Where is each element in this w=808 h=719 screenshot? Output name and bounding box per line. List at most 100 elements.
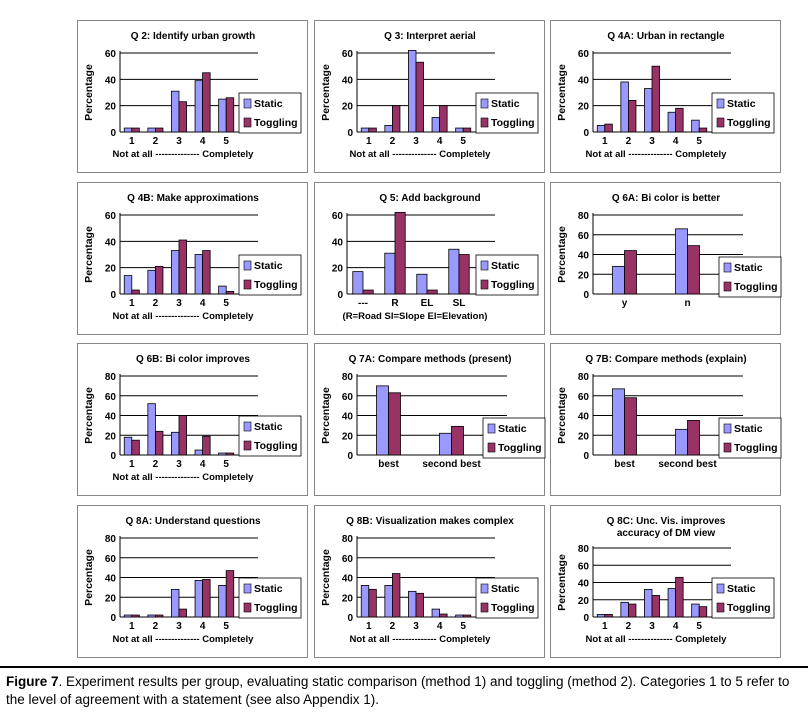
legend-swatch-toggling [243, 440, 252, 451]
x-axis-label: Not at all -------------- Completely [113, 634, 255, 645]
static-bar [691, 119, 700, 133]
legend-swatch-toggling [243, 279, 252, 290]
toggling-bar [202, 250, 211, 295]
legend-label-toggling: Toggling [254, 602, 298, 614]
x-tick-label: 4 [437, 621, 443, 632]
static-bar [123, 436, 133, 456]
toggling-bar [202, 72, 211, 133]
x-tick-label: 1 [129, 621, 135, 632]
y-tick-label: 40 [105, 237, 117, 248]
y-tick-label: 20 [332, 264, 344, 275]
static-bar [171, 588, 180, 618]
static-bar [194, 80, 203, 133]
toggling-bar [178, 415, 187, 456]
y-tick-label: 60 [342, 554, 354, 565]
toggling-bar [462, 614, 472, 618]
x-tick-label: 1 [129, 298, 135, 309]
legend-label-static: Static [254, 260, 283, 272]
static-bar [218, 98, 227, 133]
chart-title: Q 8A: Understand questions [125, 516, 260, 527]
x-tick-label: 5 [223, 621, 229, 632]
legend-label-static: Static [254, 421, 283, 433]
caption-text: . Experiment results per group, evaluati… [6, 674, 790, 707]
y-tick-label: 0 [347, 451, 353, 462]
x-tick-label: 1 [366, 136, 372, 147]
y-tick-label: 60 [578, 392, 590, 403]
static-bar [218, 585, 227, 618]
y-tick-label: 80 [105, 534, 117, 545]
x-tick-label: 5 [460, 621, 466, 632]
legend-swatch-static [723, 423, 732, 434]
y-tick-label: 40 [332, 237, 344, 248]
x-tick-label: 2 [390, 136, 396, 147]
toggling-bar [462, 127, 472, 133]
static-bar [620, 81, 629, 133]
static-bar [408, 590, 417, 618]
y-axis-label: Percentage [83, 549, 95, 606]
toggling-bar [388, 392, 401, 456]
y-tick-label: 0 [583, 128, 589, 139]
caption-label: Figure 7 [6, 674, 59, 689]
chart-title: Q 3: Interpret aerial [384, 31, 476, 42]
x-tick-label: best [378, 459, 399, 470]
legend-swatch-static [243, 583, 252, 594]
toggling-bar [202, 579, 211, 618]
toggling-bar [202, 435, 211, 456]
toggling-bar [451, 425, 464, 456]
x-tick-label: second best [658, 459, 717, 470]
chart-panel: Q 6A: Bi color is better 0 20 40 60 80 Percent… [550, 182, 782, 335]
y-tick-label: 60 [578, 49, 590, 60]
toggling-bar [604, 614, 613, 618]
legend-swatch-toggling [480, 117, 489, 128]
static-bar [123, 614, 133, 618]
chart-title: Q 8C: Unc. Vis. improves [607, 516, 726, 527]
chart-svg: Q 5: Add background 0 20 40 60 --- R EL SL (R=Roa… [332, 193, 539, 322]
toggling-bar [155, 614, 164, 618]
chart-svg: Q 7A: Compare methods (present) 0 20 40 60 80… [320, 354, 546, 470]
legend-label-toggling: Toggling [727, 117, 771, 129]
static-bar [431, 608, 440, 618]
chart-legend: Static Toggling [711, 577, 775, 619]
y-tick-label: 40 [578, 579, 590, 590]
toggling-bar [651, 65, 660, 133]
toggling-bar [155, 127, 164, 133]
x-tick-label: 5 [696, 136, 702, 147]
chart-legend: Static Toggling [475, 254, 539, 296]
legend-swatch-static [480, 98, 489, 109]
y-tick-label: 60 [105, 49, 117, 60]
legend-swatch-toggling [723, 281, 732, 292]
y-tick-label: 80 [578, 372, 590, 383]
legend-label-static: Static [491, 260, 520, 272]
toggling-bar [687, 420, 700, 456]
y-axis-label: Percentage [556, 554, 568, 611]
x-tick-label: 1 [129, 459, 135, 470]
chart-svg: Q 6B: Bi color improves 0 20 40 60 80 Percenta… [83, 354, 302, 483]
toggling-bar [131, 289, 140, 295]
x-tick-label: 3 [649, 136, 655, 147]
chart-legend: Static Toggling [238, 254, 302, 296]
toggling-bar [698, 606, 708, 618]
x-tick-label: second best [422, 459, 481, 470]
chart-legend: Static Toggling [238, 92, 302, 134]
legend-label-toggling: Toggling [254, 279, 298, 291]
x-tick-label: 5 [223, 136, 229, 147]
static-bar [384, 585, 393, 618]
legend-swatch-static [716, 583, 725, 594]
x-tick-label: 3 [413, 621, 419, 632]
chart-svg: Q 4B: Make approximations 0 20 40 60 Percenta… [83, 193, 302, 322]
chart-legend: Static Toggling [238, 577, 302, 619]
toggling-bar [439, 105, 448, 133]
y-axis-label: Percentage [320, 387, 332, 444]
legend-label-static: Static [254, 583, 283, 595]
x-axis-label: Not at all -------------- Completely [350, 634, 492, 645]
legend-label-toggling: Toggling [254, 440, 298, 452]
legend-swatch-toggling [243, 117, 252, 128]
static-bar [384, 125, 393, 133]
y-tick-label: 20 [342, 102, 354, 113]
toggling-bar [628, 603, 637, 618]
x-tick-label: 4 [437, 136, 443, 147]
y-tick-label: 0 [110, 128, 116, 139]
x-tick-label: 4 [673, 136, 679, 147]
static-bar [455, 614, 464, 618]
static-bar [123, 275, 133, 295]
